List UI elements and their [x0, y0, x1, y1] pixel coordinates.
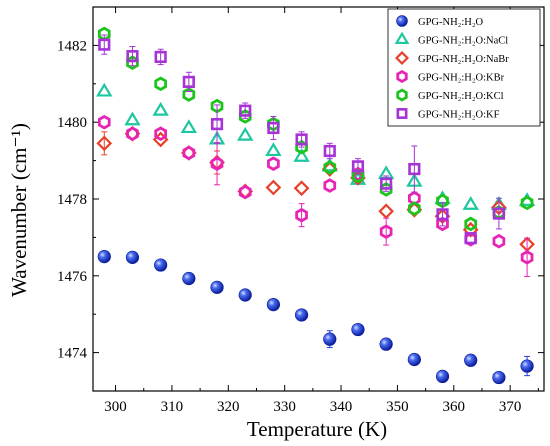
legend-marker — [396, 15, 408, 27]
data-point — [520, 250, 534, 265]
data-point — [126, 50, 139, 63]
data-point — [96, 82, 113, 97]
data-point — [295, 207, 308, 223]
data-point — [323, 160, 337, 175]
data-point — [267, 156, 280, 171]
data-point — [239, 104, 252, 117]
data-point — [462, 196, 479, 210]
legend-marker — [396, 88, 408, 102]
data-point — [124, 111, 141, 126]
y-axis-title: Wavenumber (cm⁻¹) — [7, 123, 31, 297]
data-point — [323, 332, 337, 346]
data-point — [520, 359, 534, 373]
legend-label: GPG-NH₂:H₂O:NaCl — [418, 36, 508, 47]
data-point — [379, 337, 393, 351]
data-point — [154, 126, 167, 142]
series-4 — [97, 114, 534, 278]
x-tick-label: 360 — [443, 399, 466, 415]
x-tick-label: 310 — [161, 399, 184, 415]
data-point — [182, 145, 196, 161]
y-tick-label: 1478 — [57, 192, 87, 208]
x-tick-label: 320 — [217, 399, 240, 415]
series-6 — [98, 34, 506, 245]
data-point — [97, 114, 111, 130]
data-point — [464, 232, 477, 245]
data-point — [351, 322, 365, 337]
data-point — [182, 75, 195, 88]
data-point — [238, 288, 252, 302]
data-point — [267, 121, 280, 135]
x-tick-label: 370 — [499, 399, 522, 415]
data-point — [378, 203, 395, 220]
data-point — [266, 298, 281, 312]
legend-label: GPG-NH₂:H₂O:KF — [418, 110, 500, 121]
data-point — [492, 207, 506, 220]
data-point — [237, 126, 254, 141]
data-point — [295, 133, 308, 146]
y-tick-label: 1476 — [57, 269, 88, 285]
data-point — [436, 216, 449, 232]
data-point — [294, 308, 309, 322]
data-point — [408, 162, 421, 176]
data-point — [125, 250, 140, 264]
x-tick-label: 330 — [273, 399, 296, 415]
legend-marker — [396, 69, 408, 84]
y-tick-label: 1482 — [57, 38, 87, 54]
data-point — [182, 271, 196, 286]
legend-label: GPG-NH₂:H₂O — [418, 17, 483, 28]
x-tick-label: 300 — [104, 399, 127, 415]
data-point — [323, 178, 337, 193]
data-point — [98, 38, 111, 51]
data-point — [126, 126, 139, 142]
data-point — [97, 250, 111, 264]
x-axis-title: Temperature (K) — [247, 417, 387, 441]
data-point — [210, 118, 224, 131]
data-point — [210, 156, 224, 171]
data-point — [154, 76, 167, 92]
data-point — [436, 208, 449, 221]
y-axis: 1474 1476 1478 1480 1482 — [57, 6, 544, 392]
data-point — [520, 195, 534, 211]
data-point — [293, 148, 310, 162]
legend-label: GPG-NH₂:H₂O:KBr — [418, 73, 505, 84]
data-point — [435, 369, 450, 384]
legend-marker — [396, 108, 408, 119]
data-point — [407, 201, 421, 216]
legend-marker — [394, 31, 410, 45]
data-point — [464, 216, 478, 232]
data-point — [154, 50, 167, 64]
legend-frame — [387, 8, 541, 127]
data-point — [265, 142, 282, 157]
data-marks — [96, 26, 536, 385]
data-point — [182, 87, 196, 102]
x-tick-label: 350 — [386, 399, 409, 415]
data-point — [379, 224, 393, 239]
x-axis: 300 310 320 330 340 350 360 370 — [104, 7, 539, 415]
data-point — [464, 353, 478, 367]
series-1 — [97, 250, 534, 385]
data-point — [492, 233, 506, 249]
data-point — [492, 370, 506, 385]
data-point — [152, 101, 169, 116]
data-point — [380, 177, 393, 190]
legend: GPG-NH₂:H₂O GPG-NH₂:H₂O:NaCl GPG-NH₂:H₂O:N… — [387, 8, 541, 127]
data-point — [323, 144, 336, 158]
data-point — [351, 168, 365, 184]
data-point — [265, 179, 282, 196]
y-tick-label: 1474 — [57, 346, 88, 362]
data-point — [351, 160, 365, 173]
legend-label: GPG-NH₂:H₂O:NaBr — [418, 54, 509, 65]
legend-label: GPG-NH₂:H₂O:KCl — [418, 91, 504, 102]
data-point — [238, 184, 252, 200]
data-point — [407, 352, 421, 367]
data-point — [180, 119, 198, 134]
data-point — [154, 258, 168, 272]
legend-marker — [394, 50, 410, 66]
data-point — [293, 180, 310, 197]
x-tick-label: 340 — [330, 399, 353, 415]
y-tick-label: 1480 — [57, 115, 87, 131]
data-point — [210, 280, 224, 294]
data-point — [96, 135, 113, 152]
